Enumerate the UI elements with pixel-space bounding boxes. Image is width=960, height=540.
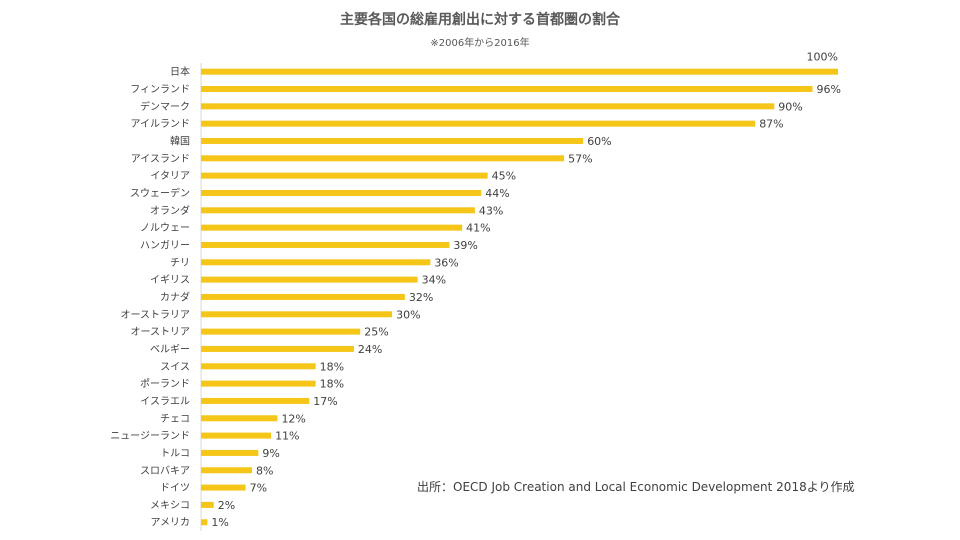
bar [201,103,775,110]
category-label: スイス [160,362,190,373]
data-label: 11% [275,430,299,443]
bar [201,501,214,508]
data-label: 1% [211,516,228,529]
category-label: アイスランド [131,153,190,165]
bar [201,189,482,196]
category-label: ドイツ [160,483,190,494]
bar [201,519,208,526]
bar [201,397,310,404]
data-label: 34% [422,274,446,287]
data-label: 8% [256,464,273,477]
category-label: ノルウェー [140,222,190,234]
source-note: 出所：OECD Job Creation and Local Economic … [417,480,854,494]
data-label: 12% [281,412,305,425]
bar [201,259,431,266]
category-label: アメリカ [151,517,191,529]
data-label: 17% [313,395,337,408]
bar [201,155,565,162]
bar [201,172,488,179]
bar [201,241,450,248]
data-label: 45% [492,170,516,183]
data-label: 2% [218,499,235,512]
data-label: 57% [568,152,592,165]
category-label: ポーランド [140,378,190,390]
bar [201,120,756,127]
category-label: チェコ [160,413,190,425]
category-label: ベルギー [150,343,190,355]
chart-title: 主要各国の総雇用創出に対する首都圏の割合 [340,11,621,28]
bar [201,224,463,231]
data-label: 7% [250,482,267,495]
bar [201,68,838,75]
data-label: 30% [396,308,420,321]
data-label: 87% [759,118,783,131]
data-label: 39% [453,239,477,252]
data-label: 36% [434,256,458,269]
bar [201,207,475,214]
bar [201,311,393,318]
data-label: 18% [320,360,344,373]
bar [201,467,252,474]
category-label: ハンガリー [140,239,190,251]
bar [201,345,354,352]
bar [201,484,246,491]
bars-group: 日本 100% フィンランド 96% デンマーク 90% アイルランド 87% 韓国 60% アイス… [110,51,841,530]
category-label: オーストリア [131,326,191,338]
data-label: 60% [587,135,611,148]
bar [201,293,405,300]
category-label: アイルランド [131,118,191,130]
bar [201,85,813,92]
bar [201,276,418,283]
bar [201,432,272,439]
category-label: オランダ [150,204,190,217]
data-label: 96% [817,83,841,96]
bar [201,380,316,387]
data-label: 100% [807,51,838,64]
category-label: トルコ [160,448,190,459]
category-label: チリ [170,257,190,269]
bar [201,363,316,370]
data-label: 25% [364,326,388,339]
category-label: イスラエル [140,395,190,407]
bar [201,137,584,144]
data-label: 9% [262,447,279,460]
bar [201,449,259,456]
category-label: ニュージーランド [110,430,190,442]
data-label: 18% [320,378,344,391]
category-label: 日本 [170,65,190,78]
data-label: 41% [466,222,490,235]
category-label: カナダ [160,290,190,303]
category-label: スロバキア [140,465,190,477]
category-label: スウェーデン [130,186,190,199]
chart-subtitle: ※2006年から2016年 [430,36,529,49]
data-label: 90% [778,100,802,113]
category-label: デンマーク [140,100,190,113]
category-label: イギリス [150,274,190,286]
data-label: 32% [409,291,433,304]
category-label: 韓国 [170,135,190,147]
category-label: フィンランド [130,83,190,95]
data-label: 24% [358,343,382,356]
category-label: オーストラリア [121,309,191,321]
data-label: 44% [485,187,509,200]
bar [201,328,361,335]
category-label: メキシコ [150,500,190,511]
bar [201,415,278,422]
data-label: 43% [479,204,503,217]
category-label: イタリア [150,170,190,182]
